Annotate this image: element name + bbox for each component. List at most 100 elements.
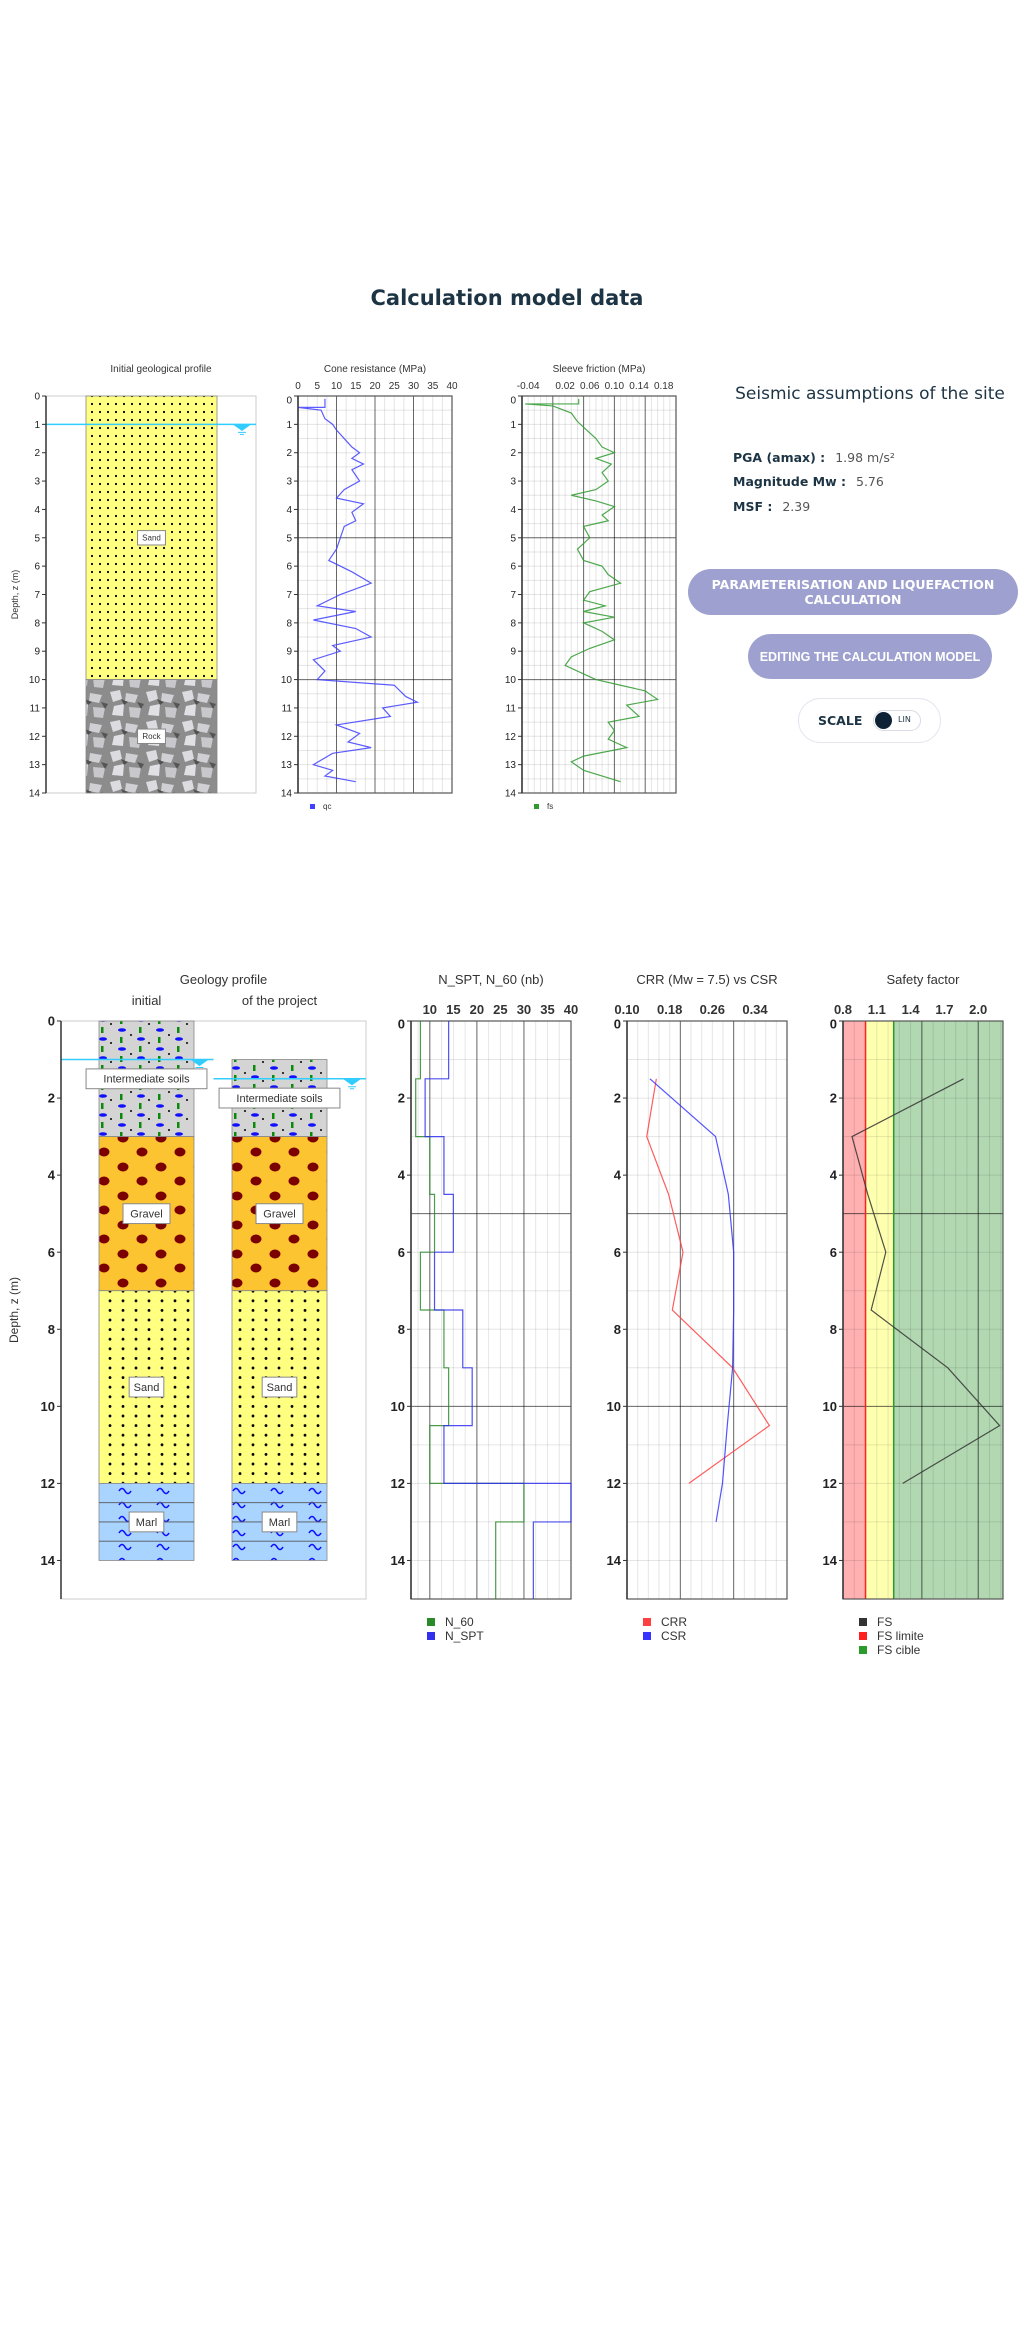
chart-title: Sleeve friction (MPa): [553, 364, 646, 375]
y-tick-label: 4: [48, 1168, 56, 1183]
soil-label: Gravel: [130, 1209, 162, 1221]
zone-between-limits: [865, 1021, 894, 1599]
series-line-fs: [525, 398, 660, 783]
soil-label-box: [218, 1087, 341, 1109]
y-tick-label: 2: [34, 448, 40, 459]
y-tick-label: 0: [614, 1017, 621, 1032]
soil-label: Marl: [269, 1517, 290, 1529]
column-subtitle: of the project: [242, 993, 318, 1008]
y-tick-label: 6: [34, 562, 40, 573]
chart-title: Geology profile: [180, 972, 267, 987]
x-tick-label: 0.18: [654, 381, 674, 392]
legend-swatch: [859, 1646, 867, 1654]
y-tick-label: 9: [34, 647, 40, 658]
y-tick-label: 3: [286, 477, 292, 488]
pga-label: PGA (amax) :: [733, 450, 826, 465]
x-tick-label: 20: [470, 1002, 484, 1017]
plot-area: [522, 396, 676, 793]
x-tick-label: 1.1: [868, 1002, 886, 1017]
x-tick-label: -0.04: [517, 381, 540, 392]
legend-label: FS: [877, 1615, 892, 1629]
y-axis-label: Depth, z (m): [10, 570, 20, 620]
y-axis-label: Depth, z (m): [7, 1277, 21, 1343]
y-tick-label: 11: [282, 703, 293, 714]
series-line-crr: [646, 1078, 771, 1484]
soil-label-box: [137, 530, 166, 546]
x-tick-label: 0.14: [629, 381, 649, 392]
x-tick-label: 0.02: [555, 381, 575, 392]
x-tick-label: 0.10: [605, 381, 625, 392]
y-tick-label: 6: [398, 1245, 405, 1260]
y-tick-label: 4: [286, 505, 292, 516]
y-tick-label: 12: [391, 1476, 405, 1491]
soil-label-box: [122, 1203, 171, 1225]
y-tick-label: 1: [286, 420, 292, 431]
chart-n-spt-n-60-nb: N_SPT, N_60 (nb)10 15 20 25 30 35 40N_60N_SPT0…: [391, 972, 579, 1643]
series-line-n-spt: [424, 1021, 572, 1599]
legend-swatch: [427, 1618, 435, 1626]
y-tick-label: 0: [830, 1017, 837, 1032]
y-tick-label: 14: [823, 1553, 838, 1568]
scale-label: SCALE: [818, 713, 863, 728]
edit-calculation-model-button[interactable]: EDITING THE CALCULATION MODEL: [748, 634, 992, 679]
y-tick-label: 3: [34, 477, 40, 488]
plot-area: [627, 1021, 787, 1599]
y-tick-label: 9: [286, 647, 292, 658]
x-tick-label: 2.0: [969, 1002, 987, 1017]
soil-label-box: [261, 1376, 298, 1398]
parameterisation-calculation-button[interactable]: PARAMETERISATION AND LIQUEFACTION CALCUL…: [688, 569, 1018, 615]
x-tick-label: 25: [493, 1002, 507, 1017]
y-tick-label: 7: [510, 590, 516, 601]
y-tick-label: 4: [34, 505, 40, 516]
y-tick-label: 14: [607, 1553, 622, 1568]
column-subtitle: initial: [132, 993, 162, 1008]
magnitude-row: Magnitude Mw : 5.76: [733, 474, 884, 489]
y-tick-label: 12: [29, 732, 41, 743]
x-tick-label: 30: [408, 381, 420, 392]
y-tick-label: 13: [505, 760, 517, 771]
y-tick-label: 13: [281, 760, 293, 771]
msf-row: MSF : 2.39: [733, 499, 810, 514]
chart-cone-resistance-mpa: Cone resistance (MPa)0 5 10 15 20 25 30 35 40qc0…: [281, 364, 458, 811]
soil-label-box: [85, 1068, 208, 1090]
legend-label: qc: [323, 802, 331, 811]
y-tick-label: 8: [34, 618, 40, 629]
y-tick-label: 8: [830, 1322, 837, 1337]
legend-label: CRR: [661, 1615, 687, 1629]
soil-label: Gravel: [263, 1209, 295, 1221]
x-tick-label: 10: [423, 1002, 437, 1017]
soil-label-box: [261, 1511, 298, 1533]
legend-swatch: [643, 1632, 651, 1640]
y-tick-label: 6: [614, 1245, 621, 1260]
chart-crr-mw-7-5-vs-csr: CRR (Mw = 7.5) vs CSR 0.10 0.18 0.26 0.34 CRR…: [607, 972, 788, 1643]
y-tick-label: 11: [506, 703, 517, 714]
y-tick-label: 4: [510, 505, 516, 516]
scale-toggle-group: SCALE LIN: [798, 698, 941, 743]
legend-label: CSR: [661, 1629, 687, 1643]
y-tick-label: 6: [286, 562, 292, 573]
y-tick-label: 5: [34, 533, 40, 544]
msf-value: 2.39: [782, 499, 811, 514]
y-tick-label: 8: [48, 1322, 55, 1337]
y-tick-label: 8: [398, 1322, 405, 1337]
y-tick-label: 12: [505, 732, 517, 743]
legend-swatch: [643, 1618, 651, 1626]
x-tick-label: 40: [564, 1002, 578, 1017]
y-tick-label: 4: [398, 1168, 406, 1183]
x-tick-label: 1.4: [902, 1002, 921, 1017]
soil-label-box: [128, 1376, 165, 1398]
legend-label: N_SPT: [445, 1629, 484, 1643]
y-tick-label: 6: [48, 1245, 55, 1260]
y-tick-label: 14: [41, 1553, 56, 1568]
legend-swatch: [310, 804, 315, 809]
chart-title: Initial geological profile: [110, 364, 212, 375]
y-tick-label: 10: [41, 1399, 55, 1414]
x-tick-label: 0: [295, 381, 301, 392]
y-tick-label: 0: [34, 392, 40, 403]
chart-title: Safety factor: [887, 972, 961, 987]
y-tick-label: 2: [510, 448, 516, 459]
scale-switch-knob[interactable]: [875, 712, 892, 729]
scale-switch[interactable]: LIN: [873, 710, 921, 731]
x-tick-label: 0.26: [700, 1002, 725, 1017]
